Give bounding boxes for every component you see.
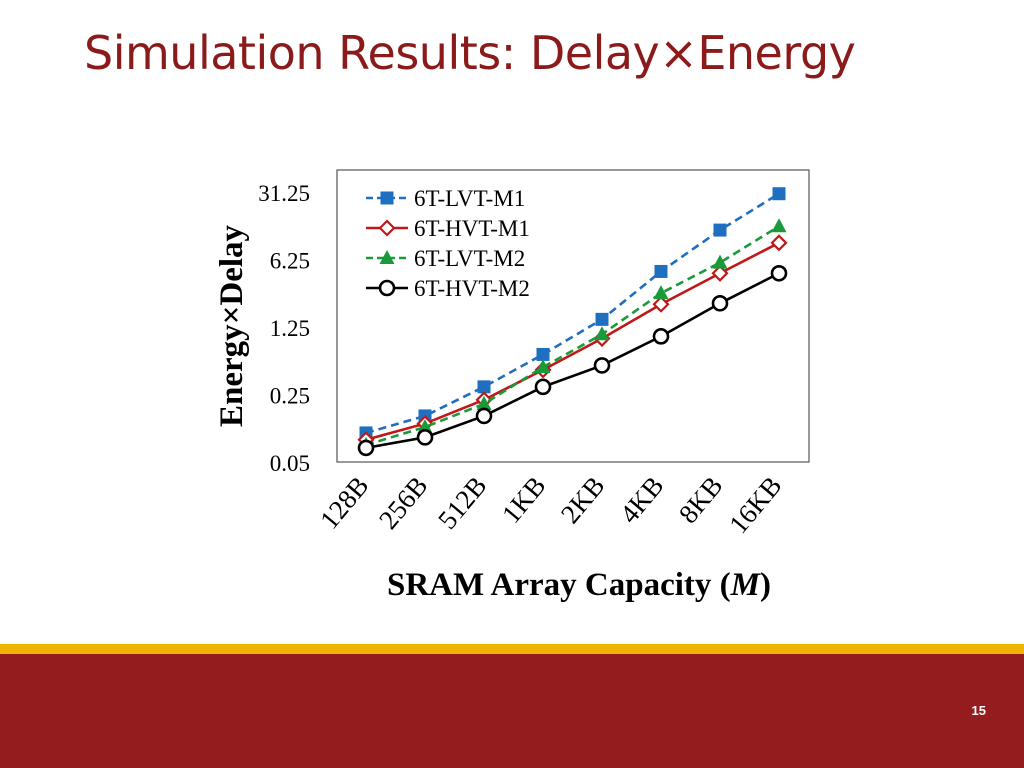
data-point-6t-lvt-m1-16kb — [772, 187, 786, 201]
series-line-6t-hvt-m2 — [365, 272, 780, 450]
data-point-6t-lvt-m1-1kb — [536, 347, 550, 361]
x-tick-label-1kb: 1KB — [496, 471, 552, 529]
y-tick-label: 1.25 — [270, 316, 310, 341]
data-point-6t-lvt-m1-8kb — [713, 223, 727, 237]
data-point-6t-hvt-m2-16kb — [770, 264, 788, 282]
y-tick-label: 6.25 — [270, 249, 310, 274]
x-tick-label-256b: 256B — [373, 471, 434, 535]
series-6t-hvt-m2 — [357, 264, 788, 457]
legend: 6T-LVT-M1 6T-HVT-M1 6T-LVT-M2 6T-HVT-M2 — [366, 186, 530, 301]
x-axis-label-close: ) — [760, 567, 771, 603]
y-tick-label: 0.25 — [270, 384, 310, 409]
legend-marker — [378, 279, 396, 297]
y-tick-label: 0.05 — [270, 451, 310, 476]
data-point-6t-lvt-m2-2kb — [594, 326, 610, 341]
data-point-6t-lvt-m1-4kb — [654, 264, 668, 278]
legend-label: 6T-LVT-M2 — [414, 246, 525, 271]
data-point-6t-hvt-m1-4kb — [652, 295, 670, 313]
legend-item-6t-hvt-m1: 6T-HVT-M1 — [366, 216, 530, 241]
legend-label: 6T-HVT-M2 — [414, 276, 530, 301]
x-axis-label-italic: M — [730, 567, 762, 603]
x-tick-label-16kb: 16KB — [723, 471, 787, 540]
footer-band — [0, 654, 1024, 768]
legend-item-6t-lvt-m2: 6T-LVT-M2 — [366, 246, 525, 271]
data-point-6t-hvt-m1-16kb — [770, 234, 788, 252]
y-tick-label: 31.25 — [258, 181, 310, 206]
data-point-6t-lvt-m2-256b — [417, 419, 433, 434]
legend-marker — [380, 191, 394, 205]
data-point-6t-hvt-m2-4kb — [652, 328, 670, 345]
x-tick-label-4kb: 4KB — [614, 471, 670, 529]
x-tick-label-512b: 512B — [432, 471, 493, 535]
data-point-6t-lvt-m2-8kb — [712, 254, 728, 269]
series-line-6t-lvt-m1 — [365, 192, 780, 435]
page-number: 15 — [971, 703, 986, 718]
legend-marker — [378, 219, 396, 237]
slide-title: Simulation Results: Delay×Energy — [84, 26, 856, 80]
data-point-6t-hvt-m2-1kb — [534, 378, 552, 396]
data-point-6t-hvt-m2-8kb — [711, 294, 729, 312]
x-axis-label-main: SRAM Array Capacity ( — [387, 567, 731, 603]
series-layer — [357, 187, 788, 457]
x-tick-label-8kb: 8KB — [673, 471, 729, 529]
data-point-6t-lvt-m2-1kb — [535, 359, 551, 374]
x-tick-label-128b: 128B — [314, 471, 375, 535]
plot-area — [336, 169, 810, 463]
y-axis-label: Energy×Delay — [214, 224, 250, 427]
data-point-6t-lvt-m2-16kb — [771, 218, 787, 233]
legend-label: 6T-HVT-M1 — [414, 216, 530, 241]
legend-item-6t-hvt-m2: 6T-HVT-M2 — [366, 276, 530, 301]
y-axis-ticks: 31.25 6.25 1.25 0.25 0.05 — [258, 181, 310, 476]
x-axis-label: SRAM Array Capacity (M) — [387, 567, 771, 603]
legend-item-6t-lvt-m1: 6T-LVT-M1 — [366, 186, 525, 211]
footer-gold-stripe — [0, 644, 1024, 654]
x-tick-label-2kb: 2KB — [555, 471, 611, 529]
data-point-6t-lvt-m1-512b — [477, 380, 491, 394]
data-point-6t-hvt-m2-128b — [357, 439, 375, 457]
series-line-6t-hvt-m1 — [365, 241, 780, 441]
series-line-6t-lvt-m2 — [365, 225, 780, 447]
data-point-6t-hvt-m1-8kb — [711, 264, 729, 282]
data-point-6t-hvt-m2-512b — [475, 407, 493, 425]
data-point-6t-hvt-m2-2kb — [593, 357, 611, 374]
data-point-6t-lvt-m1-2kb — [595, 312, 609, 326]
legend-marker — [379, 250, 395, 264]
data-point-6t-lvt-m2-4kb — [653, 285, 669, 300]
data-point-6t-lvt-m2-512b — [476, 395, 492, 410]
data-point-6t-hvt-m2-256b — [416, 429, 434, 446]
legend-label: 6T-LVT-M1 — [414, 186, 525, 211]
